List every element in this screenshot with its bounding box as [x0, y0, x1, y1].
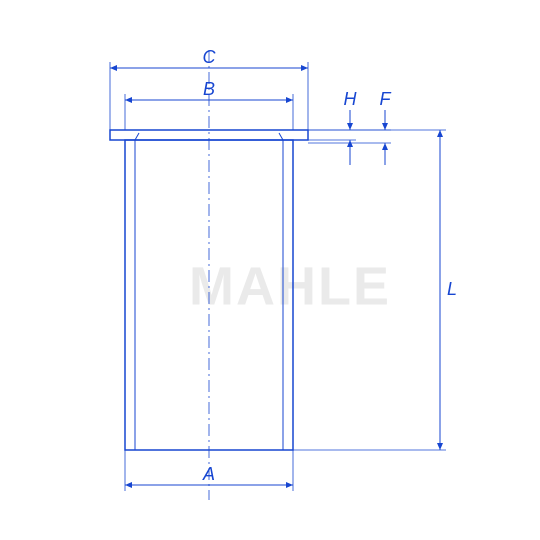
label-l: L: [447, 279, 457, 299]
label-b: B: [203, 79, 215, 99]
drawing-group: MAHLE C B A L: [110, 47, 457, 500]
technical-drawing: MAHLE C B A L: [0, 0, 540, 540]
chamfer-tr: [279, 133, 283, 140]
label-c: C: [203, 47, 217, 67]
label-h: H: [344, 89, 358, 109]
label-a: A: [202, 464, 215, 484]
chamfer-tl: [135, 133, 139, 140]
label-f: F: [380, 89, 392, 109]
watermark: MAHLE: [189, 256, 391, 316]
